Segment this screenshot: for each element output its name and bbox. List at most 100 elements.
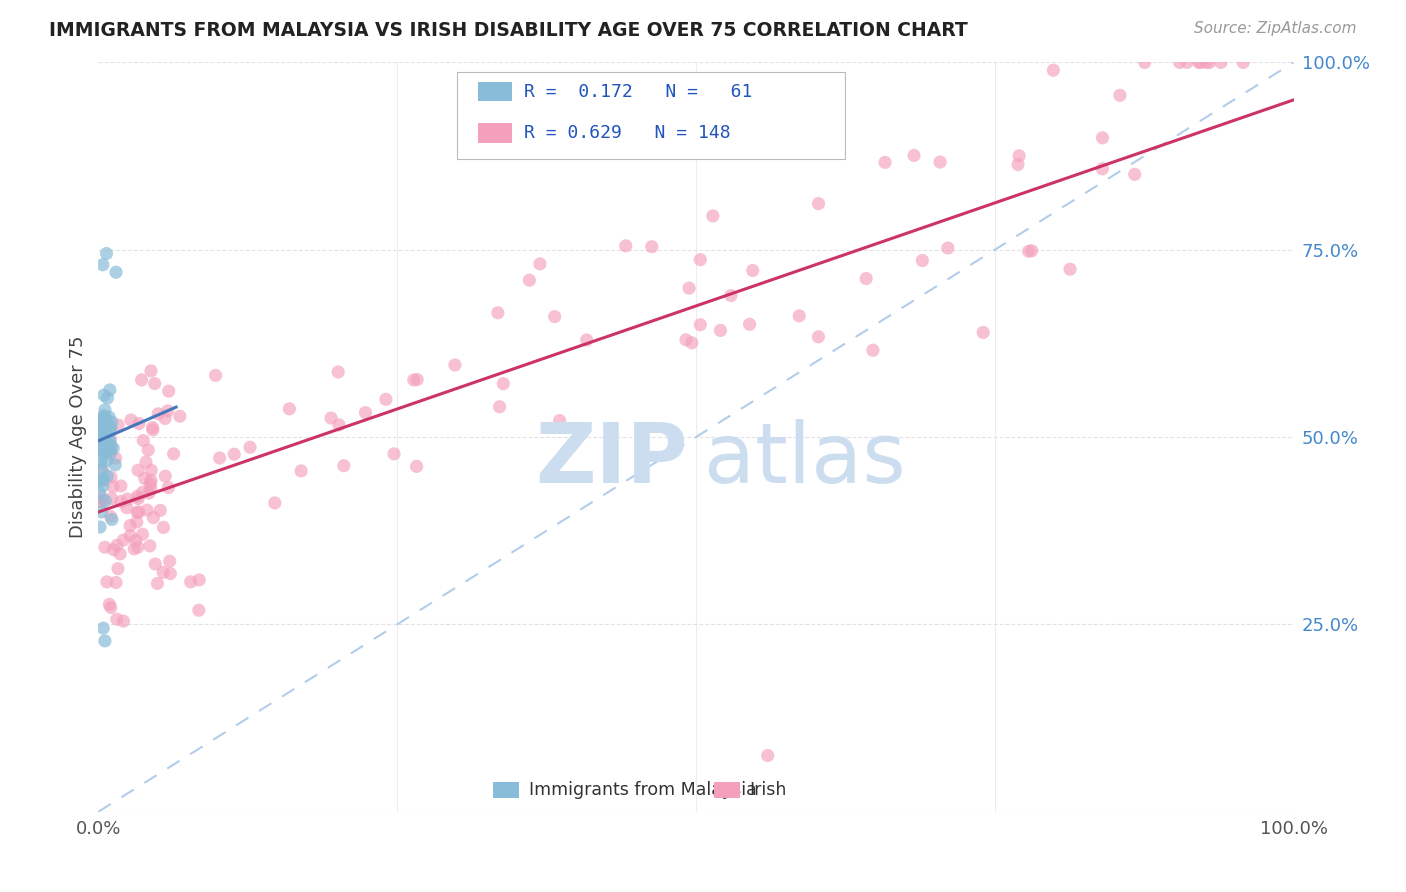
Point [98, 421, 121, 435]
Point [98, 410, 121, 425]
Point [127, 489, 149, 503]
Point [93, 434, 115, 449]
Point [139, 474, 162, 488]
Point [96, 453, 118, 467]
Point [128, 417, 150, 431]
Point [100, 600, 122, 615]
Point [239, 440, 262, 454]
Point [90, 505, 112, 519]
Text: R =  0.172   N =   61: R = 0.172 N = 61 [524, 83, 752, 101]
Point [855, 271, 877, 285]
Point [486, 306, 509, 320]
Point [139, 482, 162, 496]
Point [263, 496, 285, 510]
Point [101, 512, 124, 526]
Point [188, 573, 211, 587]
Point [204, 368, 226, 383]
Point [1109, 88, 1132, 103]
Point [90, 474, 112, 488]
Point [91, 474, 114, 488]
Point [208, 450, 231, 465]
Point [1021, 244, 1043, 258]
Point [89, 434, 111, 449]
Point [1168, 55, 1191, 70]
Text: Immigrants from Malaysia: Immigrants from Malaysia [529, 781, 756, 799]
Point [278, 401, 301, 416]
Point [108, 547, 131, 561]
Point [93, 409, 115, 423]
Point [1091, 161, 1114, 176]
Point [94, 418, 117, 433]
Point [100, 439, 122, 453]
FancyBboxPatch shape [494, 781, 519, 798]
Point [135, 455, 157, 469]
Point [1189, 55, 1212, 70]
Point [146, 407, 169, 421]
Point [96, 469, 118, 483]
FancyBboxPatch shape [478, 123, 512, 143]
Point [89, 520, 111, 534]
Point [93, 441, 115, 455]
Point [131, 373, 153, 387]
Point [98, 443, 121, 458]
Point [142, 510, 165, 524]
Point [319, 411, 342, 425]
Point [152, 566, 174, 580]
Point [91, 495, 114, 509]
Point [110, 494, 132, 508]
Point [96, 430, 118, 444]
FancyBboxPatch shape [457, 72, 845, 159]
Point [100, 509, 122, 524]
Point [100, 446, 122, 460]
Point [139, 476, 162, 491]
Point [89, 416, 111, 430]
Point [93, 420, 115, 434]
Point [929, 155, 952, 169]
Point [169, 409, 191, 424]
Point [93, 429, 115, 443]
Point [488, 400, 510, 414]
Point [146, 576, 169, 591]
Point [328, 417, 350, 432]
Point [143, 557, 166, 571]
Point [93, 388, 115, 402]
Point [94, 411, 117, 425]
Point [162, 447, 184, 461]
Point [93, 443, 115, 458]
Point [98, 434, 121, 448]
Point [328, 365, 350, 379]
Point [98, 383, 121, 397]
Point [641, 240, 664, 254]
Point [720, 288, 742, 302]
Point [152, 520, 174, 534]
Point [141, 420, 163, 434]
Point [1232, 55, 1254, 70]
Point [115, 500, 138, 515]
Point [120, 518, 142, 533]
Point [136, 503, 159, 517]
Point [105, 612, 128, 626]
Point [90, 452, 112, 467]
Point [444, 358, 467, 372]
Point [127, 505, 149, 519]
Point [1133, 55, 1156, 70]
Point [402, 373, 425, 387]
Point [354, 406, 377, 420]
Point [529, 257, 551, 271]
Point [127, 463, 149, 477]
Point [132, 434, 155, 448]
Point [93, 415, 115, 429]
Point [492, 376, 515, 391]
Point [543, 310, 565, 324]
Point [333, 458, 356, 473]
Point [127, 540, 149, 554]
Point [375, 392, 398, 407]
Point [94, 421, 117, 435]
Point [131, 527, 153, 541]
Point [91, 426, 114, 441]
Point [94, 403, 117, 417]
Point [93, 471, 115, 485]
Point [107, 562, 129, 576]
Point [911, 253, 934, 268]
Point [1123, 167, 1146, 181]
